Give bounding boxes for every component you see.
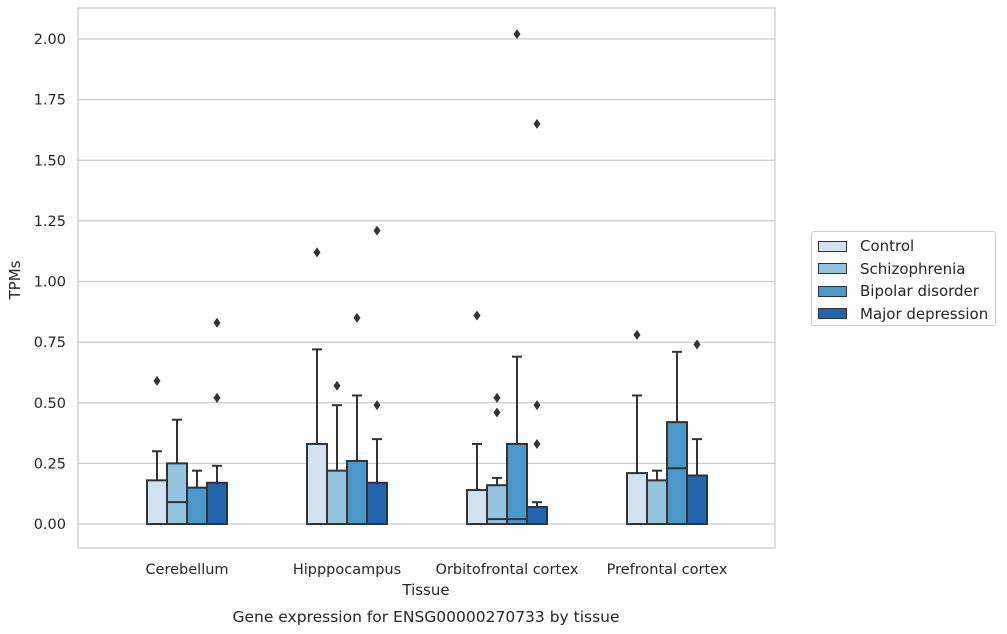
y-tick-label: 1.50: [34, 153, 66, 169]
box-control: [146, 375, 168, 526]
box: [626, 472, 648, 526]
y-tick-label: 1.00: [34, 275, 66, 291]
outlier-point: [493, 407, 501, 418]
x-tick-label: Cerebellum: [145, 562, 228, 578]
legend-label: Bipolar disorder: [860, 282, 979, 301]
box-major-depression: [686, 339, 708, 525]
outlier-point: [333, 380, 341, 391]
y-tick-label: 0.25: [34, 456, 66, 472]
box: [186, 486, 208, 525]
legend-item: Bipolar disorder: [818, 280, 995, 303]
legend-swatch: [818, 308, 847, 320]
plot-frame: [77, 7, 776, 549]
box: [366, 481, 388, 525]
box-schizophrenia: [326, 380, 348, 525]
outlier-point: [153, 375, 161, 386]
box-plots: [146, 29, 708, 526]
legend-swatch: [818, 263, 847, 275]
outlier-point: [213, 317, 221, 328]
box-major-depression: [206, 317, 228, 525]
box-control: [626, 329, 648, 526]
box-major-depression: [526, 118, 548, 525]
outlier-point: [513, 29, 521, 40]
box-schizophrenia: [646, 469, 668, 526]
y-tick-label: 1.25: [34, 214, 66, 230]
box: [206, 481, 228, 525]
outlier-point: [373, 225, 381, 236]
box-control: [306, 247, 328, 526]
x-tick-label: Prefrontal cortex: [607, 562, 728, 578]
x-tick-labels: Cerebellum Hipppocampus Orbitofrontal cort…: [145, 562, 727, 578]
box: [346, 459, 368, 526]
y-tick-labels: 0.00 0.25 0.50 0.75 1.00 1.25 1.50 1.75 2.00: [34, 32, 66, 533]
legend-swatch: [818, 240, 847, 252]
y-tick-label: 0.75: [34, 335, 66, 351]
legend-label: Major depression: [860, 304, 989, 323]
box-schizophrenia: [166, 418, 188, 525]
chart-title: Gene expression for ENSG00000270733 by t…: [232, 608, 619, 626]
legend-item: Control: [818, 235, 995, 258]
y-axis-label: TPMs: [6, 260, 24, 300]
outlier-point: [213, 392, 221, 403]
box: [166, 462, 188, 525]
outlier-point: [693, 339, 701, 350]
outlier-point: [533, 118, 541, 129]
outlier-point: [353, 312, 361, 323]
legend-item: Major depression: [818, 303, 995, 326]
y-tick-label: 1.75: [34, 93, 66, 109]
box-control: [466, 310, 488, 525]
box: [646, 479, 668, 526]
outlier-point: [493, 392, 501, 403]
box-major-depression: [366, 225, 388, 525]
y-tick-label: 0.50: [34, 396, 66, 412]
outlier-point: [533, 400, 541, 411]
box: [466, 489, 488, 525]
outlier-point: [313, 247, 321, 258]
box: [666, 421, 688, 525]
box: [686, 474, 708, 525]
box-bipolar-disorder: [346, 312, 368, 526]
box-bipolar-disorder: [666, 350, 688, 525]
box: [326, 469, 348, 525]
outlier-point: [373, 400, 381, 411]
legend-swatch: [818, 285, 847, 297]
box-schizophrenia: [486, 392, 508, 526]
y-tick-label: 2.00: [34, 32, 66, 48]
outlier-point: [533, 438, 541, 449]
y-tick-label: 0.00: [34, 517, 66, 533]
legend: Control Schizophrenia Bipolar disorder Majo…: [811, 231, 996, 326]
grid-lines: [78, 38, 775, 525]
box-bipolar-disorder: [186, 469, 208, 525]
x-axis-label: Tissue: [401, 581, 449, 599]
outlier-point: [633, 329, 641, 340]
box: [506, 442, 528, 526]
legend-label: Schizophrenia: [860, 259, 966, 278]
box: [306, 442, 328, 526]
x-tick-label: Hipppocampus: [293, 562, 401, 578]
box-bipolar-disorder: [506, 29, 528, 526]
x-tick-label: Orbitofrontal cortex: [436, 562, 579, 578]
legend-item: Schizophrenia: [818, 258, 995, 281]
legend-label: Control: [860, 237, 915, 256]
box: [526, 506, 548, 525]
box: [146, 479, 168, 526]
outlier-point: [473, 310, 481, 321]
